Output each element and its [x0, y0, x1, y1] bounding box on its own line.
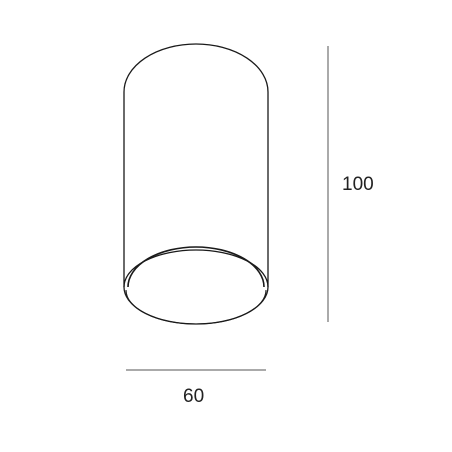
cylinder-inner-opening-lower	[125, 289, 267, 325]
cylinder-bottom-rim	[123, 249, 269, 325]
cylinder-inner-opening	[127, 246, 265, 288]
width-dimension-label: 60	[183, 386, 204, 407]
height-dimension-label: 100	[342, 174, 374, 195]
cylinder-lamp	[123, 43, 269, 325]
cylinder-body-outline	[123, 43, 269, 287]
